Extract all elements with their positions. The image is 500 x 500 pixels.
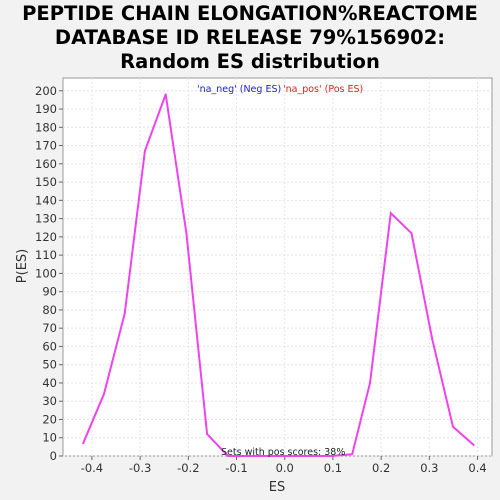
y-tick-label: 30: [42, 394, 57, 408]
data-point: [369, 381, 372, 384]
plot-area: [62, 77, 493, 457]
y-tick-label: 0: [50, 449, 57, 463]
x-tick-label: 0.3: [420, 461, 438, 475]
chart-title-line-3: Random ES distribution: [120, 50, 380, 73]
data-point: [330, 455, 333, 457]
y-tick-label: 80: [42, 303, 57, 317]
y-tick-label: 110: [35, 248, 57, 262]
data-point: [143, 150, 146, 153]
y-tick-label: 90: [42, 285, 57, 299]
data-point: [309, 455, 312, 457]
legend-neg: 'na_neg' (Neg ES): [197, 84, 281, 95]
y-tick-label: 10: [42, 431, 57, 445]
chart-title: PEPTIDE CHAIN ELONGATION%REACTOME DATABA…: [0, 2, 500, 74]
annotation-pos-scores: Sets with pos scores: 38%: [221, 447, 345, 458]
y-tick-label: 40: [42, 376, 57, 390]
data-point: [185, 232, 188, 235]
x-tick-label: -0.2: [177, 461, 199, 475]
x-axis: -0.4 -0.3 -0.2 -0.1 0.0 0.1 0.2 0.3 0.4: [81, 456, 487, 475]
y-axis: 0 10 20 30 40 50 60 70 80 90 100 110 120 130 140 150 160…: [35, 84, 63, 463]
y-tick-label: 50: [42, 358, 57, 372]
series-layer: [82, 93, 475, 457]
x-tick-label: -0.1: [225, 461, 247, 475]
legend-pos: 'na_pos' (Pos ES): [283, 84, 363, 95]
y-tick-label: 20: [42, 412, 57, 426]
y-tick-label: 180: [35, 120, 57, 134]
series-line: [82, 94, 475, 457]
y-tick-label: 70: [42, 321, 57, 335]
y-tick-label: 120: [35, 230, 57, 244]
data-point: [472, 444, 475, 447]
data-point: [123, 312, 126, 315]
data-point: [451, 425, 454, 428]
y-tick-label: 130: [35, 212, 57, 226]
x-tick-label: 0.2: [372, 461, 390, 475]
y-tick-label: 160: [35, 157, 57, 171]
data-point: [351, 453, 354, 456]
chart-title-line-1: PEPTIDE CHAIN ELONGATION%REACTOME: [22, 2, 478, 25]
x-tick-label: -0.3: [129, 461, 151, 475]
x-tick-label: 0.1: [324, 461, 342, 475]
y-tick-label: 170: [35, 139, 57, 153]
data-point: [206, 433, 209, 436]
x-tick-label: -0.4: [81, 461, 103, 475]
x-tick-label: 0.4: [468, 461, 486, 475]
data-point: [289, 455, 292, 457]
y-tick-label: 60: [42, 339, 57, 353]
data-point: [164, 93, 167, 96]
x-tick-label: 0.0: [276, 461, 294, 475]
x-axis-label: ES: [269, 480, 285, 495]
data-point: [431, 338, 434, 341]
y-tick-label: 190: [35, 102, 57, 116]
data-point: [389, 212, 392, 215]
data-point: [410, 232, 413, 235]
y-tick-label: 140: [35, 193, 57, 207]
chart-title-line-2: DATABASE ID RELEASE 79%156902:: [54, 26, 446, 49]
y-tick-label: 200: [35, 84, 57, 98]
data-point: [226, 455, 229, 457]
data-point: [102, 392, 105, 395]
data-point: [247, 455, 250, 457]
y-tick-label: 150: [35, 175, 57, 189]
data-point: [268, 455, 271, 457]
data-point: [82, 442, 85, 445]
grid: [63, 78, 492, 457]
y-axis-label: P(ES): [15, 249, 30, 283]
y-tick-label: 100: [35, 266, 57, 280]
